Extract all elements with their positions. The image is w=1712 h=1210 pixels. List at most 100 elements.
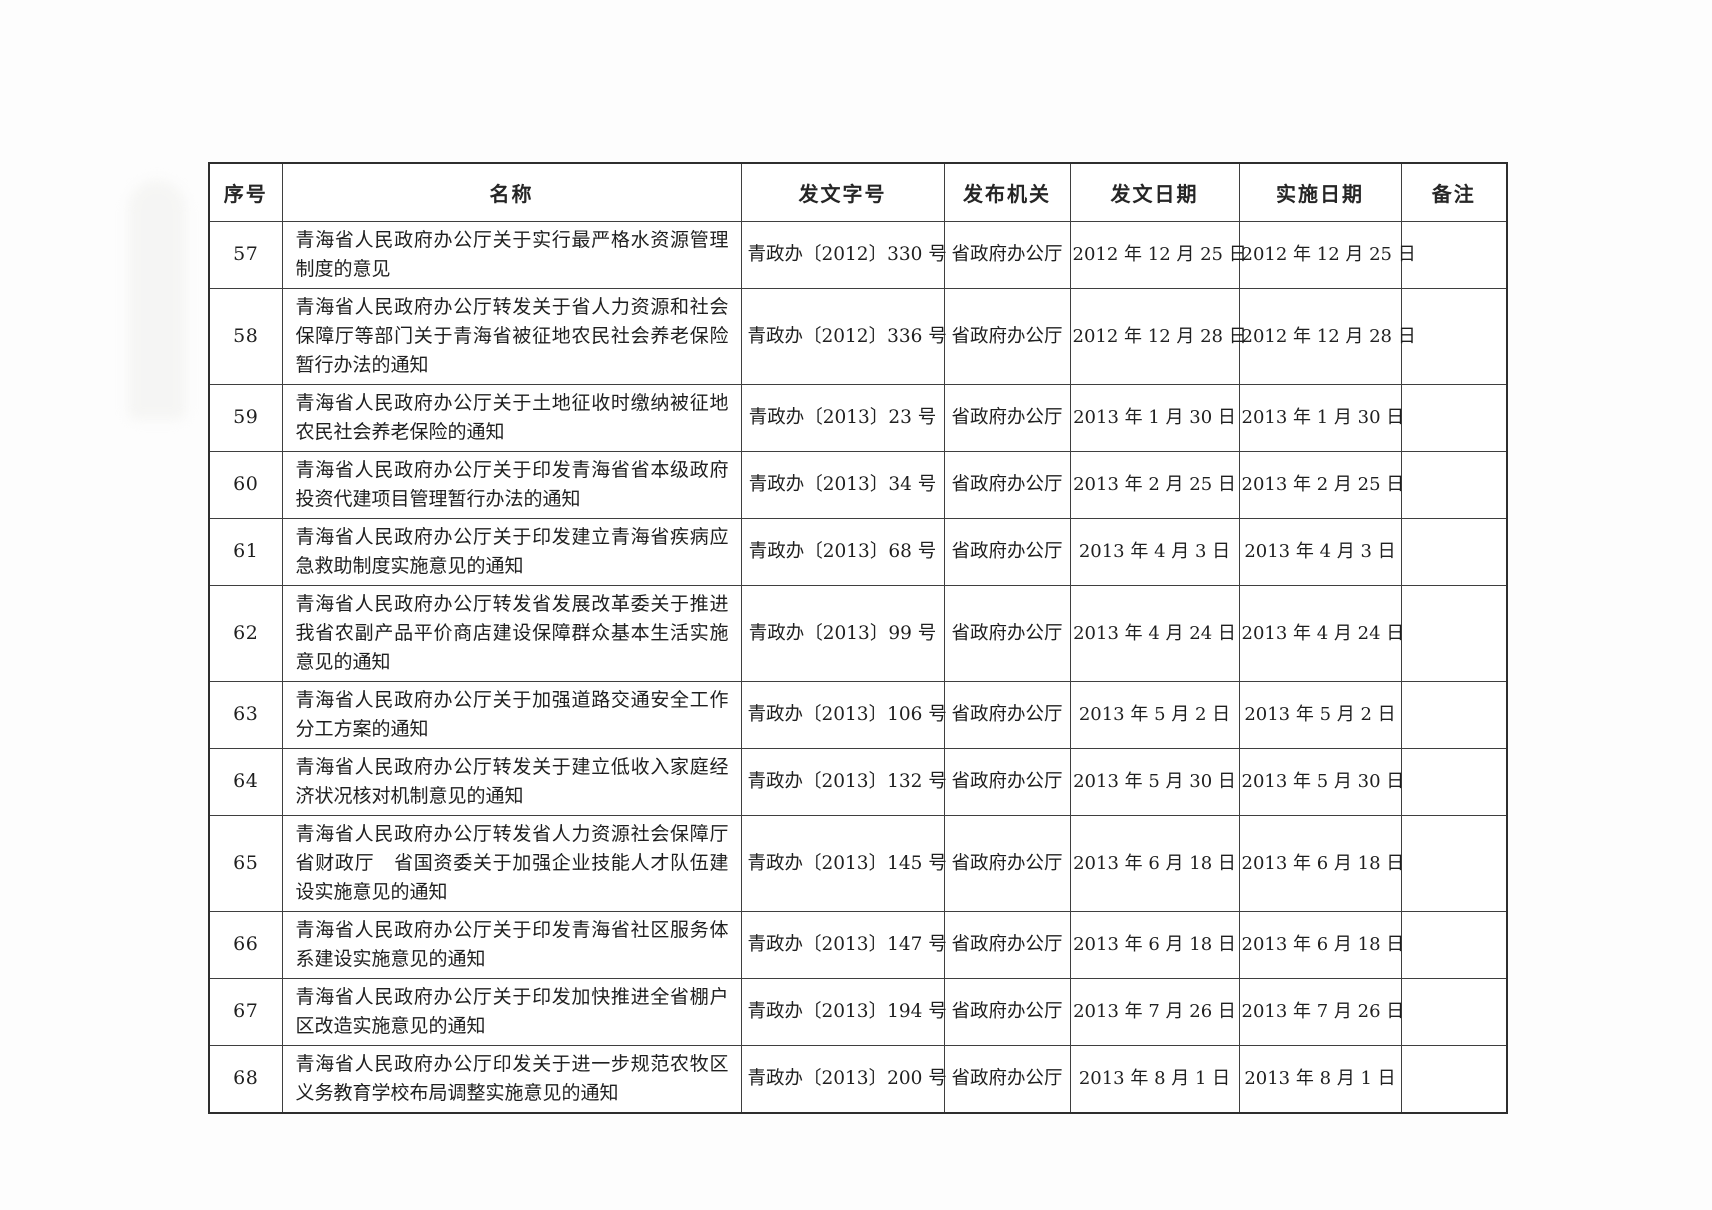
table-row: 63 青海省人民政府办公厅关于加强道路交通安全工作分工方案的通知 青政办〔201… (208, 680, 1508, 749)
cell-doc-number: 青政办〔2013〕99 号 (740, 584, 945, 682)
cell-issue-date: 2013 年 8 月 1 日 (1069, 1044, 1240, 1113)
cell-index: 58 (208, 287, 283, 385)
cell-index: 66 (208, 910, 283, 979)
table-row: 58 青海省人民政府办公厅转发关于省人力资源和社会保障厅等部门关于青海省被征地农… (208, 287, 1508, 385)
cell-index: 62 (208, 584, 283, 682)
cell-issue-date: 2013 年 1 月 30 日 (1069, 383, 1240, 452)
cell-doc-number: 青政办〔2013〕34 号 (740, 450, 945, 519)
cell-doc-number: 青政办〔2013〕23 号 (740, 383, 945, 452)
cell-name: 青海省人民政府办公厅转发省发展改革委关于推进我省农副产品平价商店建设保障群众基本… (281, 584, 742, 682)
cell-doc-number: 青政办〔2013〕194 号 (740, 977, 947, 1046)
cell-issuer: 省政府办公厅 (943, 450, 1071, 519)
table-row: 68 青海省人民政府办公厅印发关于进一步规范农牧区义务教育学校布局调整实施意见的… (208, 1044, 1508, 1113)
cell-issuer: 省政府办公厅 (943, 220, 1071, 289)
cell-remarks (1400, 517, 1508, 586)
cell-issuer: 省政府办公厅 (943, 680, 1071, 749)
cell-index: 57 (208, 220, 283, 289)
cell-issue-date: 2013 年 2 月 25 日 (1069, 450, 1240, 519)
cell-effective-date: 2013 年 4 月 3 日 (1238, 517, 1402, 586)
cell-effective-date: 2013 年 7 月 26 日 (1238, 977, 1404, 1046)
cell-doc-number: 青政办〔2013〕200 号 (740, 1044, 947, 1113)
cell-issuer: 省政府办公厅 (943, 584, 1071, 682)
col-header-name: 名称 (281, 162, 742, 222)
table-row: 60 青海省人民政府办公厅关于印发青海省省本级政府投资代建项目管理暂行办法的通知… (208, 450, 1508, 519)
cell-name: 青海省人民政府办公厅关于印发加快推进全省棚户区改造实施意见的通知 (281, 977, 742, 1046)
cell-issuer: 省政府办公厅 (943, 517, 1071, 586)
cell-remarks (1400, 450, 1508, 519)
cell-doc-number: 青政办〔2013〕132 号 (740, 747, 947, 816)
cell-remarks (1400, 680, 1508, 749)
cell-issuer: 省政府办公厅 (943, 1044, 1071, 1113)
cell-effective-date: 2013 年 2 月 25 日 (1238, 450, 1404, 519)
cell-index: 64 (208, 747, 283, 816)
cell-name: 青海省人民政府办公厅转发省人力资源社会保障厅 省财政厅 省国资委关于加强企业技能… (281, 814, 748, 912)
cell-name: 青海省人民政府办公厅转发关于建立低收入家庭经济状况核对机制意见的通知 (281, 747, 742, 816)
cell-name: 青海省人民政府办公厅关于印发青海省省本级政府投资代建项目管理暂行办法的通知 (281, 450, 742, 519)
cell-name: 青海省人民政府办公厅印发关于进一步规范农牧区义务教育学校布局调整实施意见的通知 (281, 1044, 742, 1113)
table-row: 64 青海省人民政府办公厅转发关于建立低收入家庭经济状况核对机制意见的通知 青政… (208, 747, 1508, 816)
cell-name: 青海省人民政府办公厅关于土地征收时缴纳被征地农民社会养老保险的通知 (281, 383, 742, 452)
table-row: 66 青海省人民政府办公厅关于印发青海省社区服务体系建设实施意见的通知 青政办〔… (208, 910, 1508, 979)
cell-effective-date: 2013 年 5 月 30 日 (1238, 747, 1404, 816)
cell-name: 青海省人民政府办公厅关于实行最严格水资源管理制度的意见 (281, 220, 742, 289)
cell-doc-number: 青政办〔2013〕68 号 (740, 517, 945, 586)
cell-issue-date: 2013 年 6 月 18 日 (1069, 814, 1240, 912)
cell-name: 青海省人民政府办公厅关于印发建立青海省疾病应急救助制度实施意见的通知 (281, 517, 742, 586)
cell-effective-date: 2013 年 6 月 18 日 (1238, 814, 1404, 912)
cell-effective-date: 2013 年 8 月 1 日 (1238, 1044, 1402, 1113)
col-header-remarks: 备注 (1400, 162, 1508, 222)
cell-remarks (1400, 747, 1508, 816)
cell-issue-date: 2013 年 5 月 2 日 (1069, 680, 1240, 749)
col-header-issue-date: 发文日期 (1069, 162, 1240, 222)
cell-issue-date: 2013 年 6 月 18 日 (1069, 910, 1240, 979)
cell-issuer: 省政府办公厅 (943, 814, 1071, 912)
table-header-row: 序号 名称 发文字号 发布机关 发文日期 实施日期 备注 (208, 162, 1508, 222)
cell-effective-date: 2013 年 4 月 24 日 (1238, 584, 1404, 682)
cell-doc-number: 青政办〔2012〕330 号 (740, 220, 947, 289)
cell-index: 65 (208, 814, 283, 912)
scan-artifact (128, 180, 186, 420)
cell-index: 61 (208, 517, 283, 586)
cell-remarks (1400, 383, 1508, 452)
cell-remarks (1400, 977, 1508, 1046)
cell-remarks (1400, 1044, 1508, 1113)
cell-issue-date: 2012 年 12 月 25 日 (1069, 220, 1247, 289)
col-header-index: 序号 (208, 162, 283, 222)
cell-issuer: 省政府办公厅 (943, 287, 1071, 385)
cell-issue-date: 2013 年 5 月 30 日 (1069, 747, 1240, 816)
cell-name: 青海省人民政府办公厅关于加强道路交通安全工作分工方案的通知 (281, 680, 742, 749)
cell-remarks (1400, 910, 1508, 979)
table-row: 67 青海省人民政府办公厅关于印发加快推进全省棚户区改造实施意见的通知 青政办〔… (208, 977, 1508, 1046)
table-row: 62 青海省人民政府办公厅转发省发展改革委关于推进我省农副产品平价商店建设保障群… (208, 584, 1508, 682)
cell-effective-date: 2012 年 12 月 25 日 (1238, 220, 1416, 289)
col-header-effective-date: 实施日期 (1238, 162, 1402, 222)
cell-index: 67 (208, 977, 283, 1046)
cell-issuer: 省政府办公厅 (943, 383, 1071, 452)
cell-issue-date: 2013 年 4 月 3 日 (1069, 517, 1240, 586)
cell-effective-date: 2013 年 1 月 30 日 (1238, 383, 1404, 452)
cell-doc-number: 青政办〔2013〕145 号 (740, 814, 947, 912)
cell-issuer: 省政府办公厅 (943, 910, 1071, 979)
col-header-issuer: 发布机关 (943, 162, 1071, 222)
cell-doc-number: 青政办〔2013〕147 号 (740, 910, 947, 979)
cell-index: 68 (208, 1044, 283, 1113)
cell-remarks (1400, 814, 1508, 912)
table-row: 65 青海省人民政府办公厅转发省人力资源社会保障厅 省财政厅 省国资委关于加强企… (208, 814, 1508, 912)
cell-effective-date: 2012 年 12 月 28 日 (1238, 287, 1416, 385)
cell-name: 青海省人民政府办公厅关于印发青海省社区服务体系建设实施意见的通知 (281, 910, 742, 979)
cell-remarks (1400, 220, 1508, 289)
cell-name: 青海省人民政府办公厅转发关于省人力资源和社会保障厅等部门关于青海省被征地农民社会… (281, 287, 742, 385)
table-row: 59 青海省人民政府办公厅关于土地征收时缴纳被征地农民社会养老保险的通知 青政办… (208, 383, 1508, 452)
cell-effective-date: 2013 年 6 月 18 日 (1238, 910, 1404, 979)
cell-remarks (1400, 287, 1508, 385)
cell-index: 59 (208, 383, 283, 452)
cell-issuer: 省政府办公厅 (943, 977, 1071, 1046)
col-header-doc-number: 发文字号 (740, 162, 945, 222)
cell-issue-date: 2013 年 7 月 26 日 (1069, 977, 1240, 1046)
cell-doc-number: 青政办〔2012〕336 号 (740, 287, 947, 385)
cell-doc-number: 青政办〔2013〕106 号 (740, 680, 947, 749)
cell-issue-date: 2013 年 4 月 24 日 (1069, 584, 1240, 682)
table-row: 57 青海省人民政府办公厅关于实行最严格水资源管理制度的意见 青政办〔2012〕… (208, 220, 1508, 289)
cell-index: 60 (208, 450, 283, 519)
cell-issue-date: 2012 年 12 月 28 日 (1069, 287, 1247, 385)
